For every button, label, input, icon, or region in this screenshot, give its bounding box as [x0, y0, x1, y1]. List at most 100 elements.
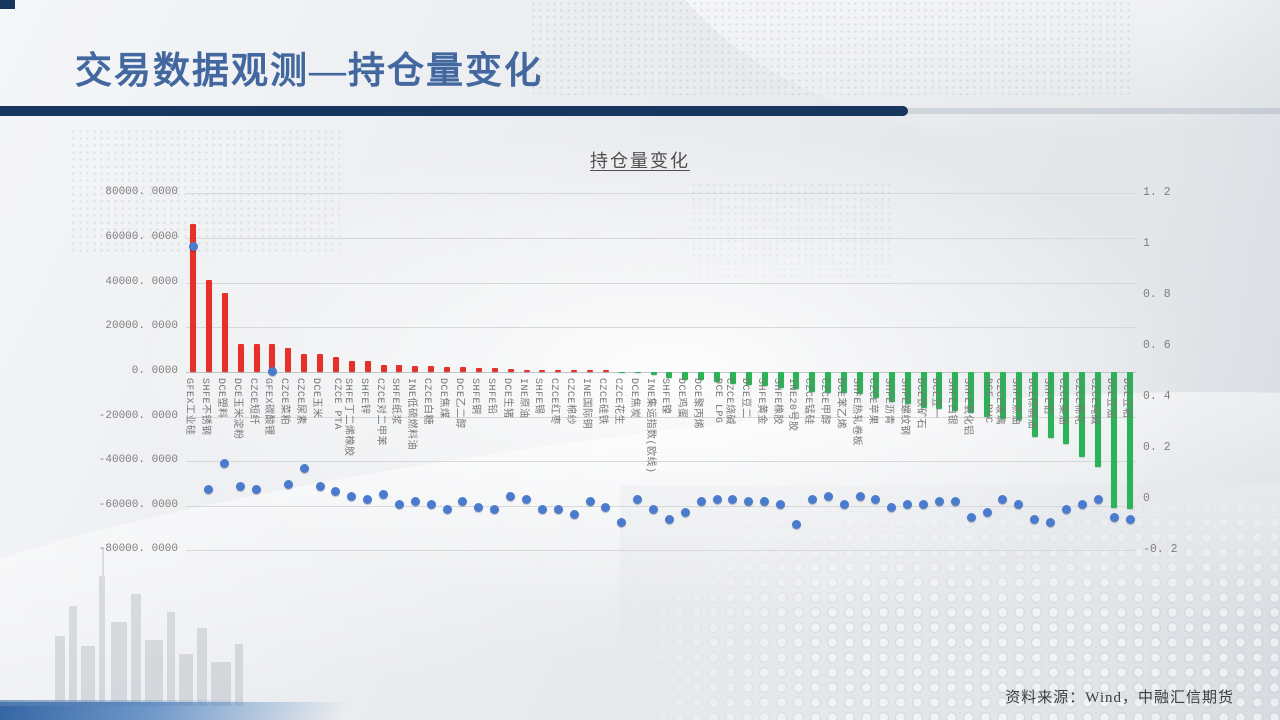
change-rate-dot: [1046, 517, 1056, 527]
x-axis-label: DCE豆粕: [1120, 377, 1131, 419]
x-axis-label: SHFE纸浆: [389, 377, 401, 425]
change-rate-dot: [442, 505, 452, 515]
change-rate-dot: [1093, 494, 1103, 504]
x-axis-label: SHFE燃油: [1008, 377, 1020, 425]
change-rate-dot: [696, 497, 706, 507]
x-axis-label: CZCE花生: [611, 377, 623, 425]
change-rate-dot: [188, 242, 198, 252]
bar-positive: [428, 366, 435, 372]
x-axis-label: DCE生猪: [500, 377, 512, 419]
x-axis-label: SHFE铜: [468, 377, 480, 415]
bar-negative: [729, 371, 736, 385]
gridline: [186, 327, 1136, 329]
gridline: [186, 238, 1136, 240]
change-rate-dot: [283, 479, 293, 489]
gridline: [186, 550, 1136, 552]
bar-negative: [1095, 371, 1102, 468]
x-axis-label: GFEX碳酸锂: [262, 377, 274, 436]
bar-negative: [714, 371, 721, 383]
x-axis-label: CZCE硅铁: [595, 377, 607, 425]
bar-negative: [745, 371, 752, 386]
right-axis-tick: -0. 2: [1143, 543, 1178, 557]
x-axis-label: SHFE橡胶: [770, 377, 782, 425]
change-rate-dot: [236, 482, 246, 492]
bar-positive: [444, 366, 451, 372]
change-rate-dot: [617, 517, 627, 527]
bar-positive: [396, 365, 403, 372]
x-axis-label: CZCE烧碱: [722, 377, 734, 425]
change-rate-dot: [1014, 500, 1024, 509]
change-rate-dot: [680, 507, 690, 517]
x-axis-label: CZCE红枣: [548, 377, 560, 425]
x-axis-label: INE集运指数(欧线): [643, 377, 655, 474]
bar-negative: [984, 371, 991, 417]
bar-positive: [412, 365, 419, 372]
x-axis-label: CZCE菜油: [1056, 377, 1068, 425]
bar-negative: [634, 371, 641, 374]
bar-negative: [857, 371, 864, 395]
left-axis-tick: -60000. 0000: [98, 498, 178, 511]
bar-negative: [618, 371, 625, 374]
bar-positive: [587, 370, 594, 372]
change-rate-dot: [585, 497, 595, 507]
bar-negative: [952, 371, 959, 411]
left-axis-tick: -40000. 0000: [98, 454, 178, 467]
x-axis-label: CZCE对二甲苯: [373, 377, 385, 446]
left-axis-tick: 20000. 0000: [105, 320, 178, 333]
bar-positive: [555, 370, 562, 372]
left-axis-tick: 80000. 0000: [105, 186, 178, 199]
bar-positive: [539, 369, 546, 372]
right-axis-tick: 1: [1143, 237, 1150, 251]
x-axis-label: CZCE玻璃: [992, 377, 1004, 425]
x-axis-label: DCE铁矿石: [913, 377, 925, 429]
x-axis-label: INE低硫燃料油: [405, 377, 417, 450]
source-note: 资料来源：Wind，中融汇信期货: [1005, 690, 1234, 706]
x-axis-label: DCE豆二: [738, 377, 750, 419]
bar-positive: [571, 370, 578, 372]
bar-negative: [698, 371, 705, 381]
change-rate-dot: [410, 497, 420, 507]
change-rate-dot: [315, 482, 325, 492]
bar-positive: [348, 360, 355, 372]
change-rate-dot: [379, 489, 389, 499]
change-rate-dot: [998, 494, 1008, 504]
change-rate-dot: [1109, 512, 1119, 522]
change-rate-dot: [919, 500, 929, 509]
bar-negative: [872, 371, 879, 398]
left-axis-tick: 0. 0000: [131, 364, 178, 377]
change-rate-dot: [934, 497, 944, 507]
bar-negative: [650, 371, 657, 376]
x-axis-label: DCE玉米淀粉: [230, 377, 242, 440]
change-rate-dot: [601, 502, 611, 512]
change-rate-dot: [394, 500, 404, 509]
corner-accent-block: [0, 0, 15, 9]
x-axis-label: SHFE螺纹钢: [897, 377, 909, 436]
x-axis-label: CZCE白糖: [421, 377, 433, 425]
x-axis-label: SHFE锌: [357, 377, 369, 415]
x-axis-label: DCE焦炭: [627, 377, 639, 419]
bar-negative: [1127, 371, 1133, 510]
page-title: 交易数据观测—持仓量变化: [75, 51, 543, 92]
change-rate-dot: [982, 507, 992, 517]
x-axis-label: CZCE PTA: [330, 377, 342, 430]
bar-positive: [364, 360, 371, 372]
bar-positive: [221, 293, 228, 372]
bar-negative: [682, 371, 689, 380]
left-axis-tick: -80000. 0000: [98, 543, 178, 556]
change-rate-dot: [569, 510, 579, 520]
x-axis-label: DCE PVC: [982, 377, 994, 424]
change-rate-dot: [204, 484, 214, 494]
change-rate-dot: [553, 505, 563, 515]
change-rate-dot: [474, 502, 484, 512]
right-axis-tick: 0. 8: [1143, 288, 1171, 302]
bar-negative: [825, 371, 832, 393]
x-axis-label: SHFE白银: [945, 377, 957, 425]
bar-negative: [1047, 371, 1054, 439]
x-axis-label: CZCE棉花: [1072, 377, 1084, 425]
bar-negative: [841, 371, 848, 394]
title-underline-bar: [0, 106, 908, 116]
x-axis-label: CZCE锰硅: [802, 377, 814, 425]
x-axis-label: SHFE镍: [659, 377, 671, 415]
x-axis-label: CZCE纯碱: [1088, 377, 1100, 425]
bar-negative: [904, 371, 911, 404]
